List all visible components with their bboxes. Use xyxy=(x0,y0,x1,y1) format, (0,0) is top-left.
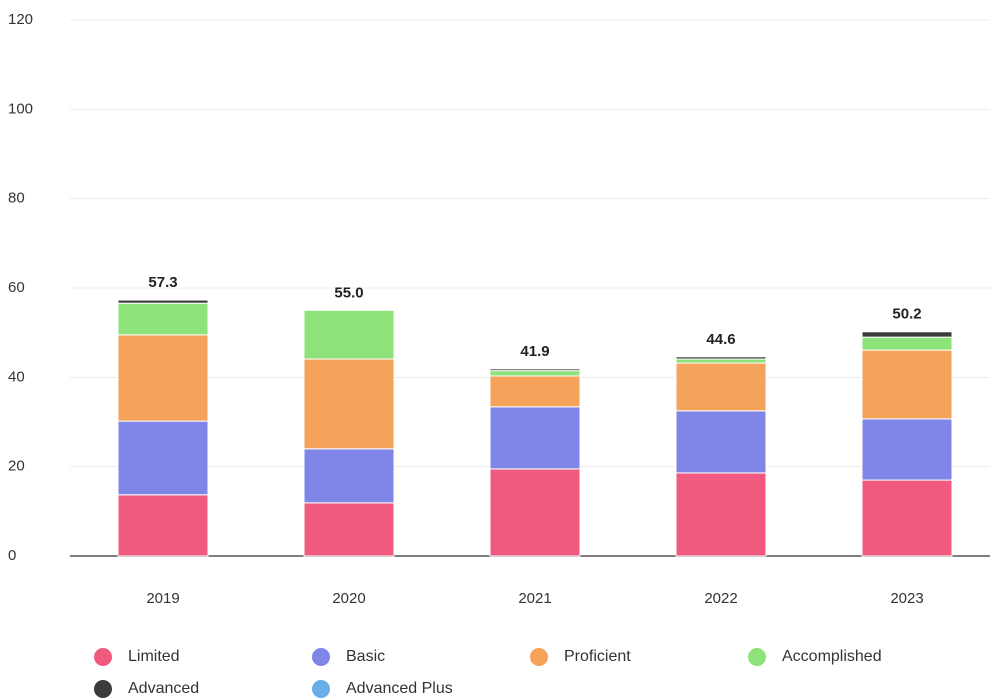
legend-swatch xyxy=(312,648,330,666)
y-tick-label: 20 xyxy=(8,458,25,475)
legend-swatch xyxy=(312,680,330,698)
bar-segment xyxy=(303,448,395,504)
y-tick-label: 120 xyxy=(8,11,33,28)
bar-segment xyxy=(117,494,209,557)
y-tick-label: 0 xyxy=(8,547,16,564)
bar-segment xyxy=(861,349,953,420)
legend-label: Advanced xyxy=(128,680,199,697)
legend-swatch xyxy=(530,648,548,666)
legend-label: Accomplished xyxy=(782,648,882,665)
x-tick-label: 2021 xyxy=(518,590,551,607)
bar-segment xyxy=(675,472,767,557)
bar-segment xyxy=(861,479,953,557)
legend-swatch xyxy=(94,680,112,698)
bar-segment xyxy=(489,368,581,372)
bar-segment xyxy=(489,370,581,377)
y-tick-label: 60 xyxy=(8,279,25,296)
x-tick-label: 2022 xyxy=(704,590,737,607)
bar-segment xyxy=(675,358,767,364)
y-tick-label: 100 xyxy=(8,100,33,117)
legend-swatch xyxy=(94,648,112,666)
legend-label: Basic xyxy=(346,648,385,665)
x-tick-label: 2020 xyxy=(332,590,365,607)
total-label: 55.0 xyxy=(334,284,363,301)
bar-segment xyxy=(117,299,209,304)
legend-swatch xyxy=(748,648,766,666)
bar-segment xyxy=(489,375,581,408)
total-label: 50.2 xyxy=(892,306,921,323)
bar-segment xyxy=(117,302,209,336)
bar-segment xyxy=(489,406,581,470)
bar-segment xyxy=(861,331,953,338)
y-tick-label: 40 xyxy=(8,368,25,385)
legend-label: Proficient xyxy=(564,648,631,665)
x-tick-label: 2023 xyxy=(890,590,923,607)
bar-segment xyxy=(117,420,209,496)
total-label: 57.3 xyxy=(148,274,177,291)
bar-segment xyxy=(675,362,767,412)
total-label: 44.6 xyxy=(706,331,735,348)
bar-segment xyxy=(117,334,209,422)
bar-segment xyxy=(303,502,395,557)
x-tick-label: 2019 xyxy=(146,590,179,607)
bar-segment xyxy=(861,336,953,351)
legend-label: Limited xyxy=(128,648,180,665)
y-tick-label: 80 xyxy=(8,190,25,207)
total-label: 41.9 xyxy=(520,343,549,360)
bar-segment xyxy=(303,309,395,360)
bar-segment xyxy=(303,358,395,450)
bar-segment xyxy=(675,356,767,360)
bar-segment xyxy=(861,418,953,481)
legend-label: Advanced Plus xyxy=(346,680,453,697)
bar-segment xyxy=(489,468,581,557)
bar-segment xyxy=(675,410,767,474)
